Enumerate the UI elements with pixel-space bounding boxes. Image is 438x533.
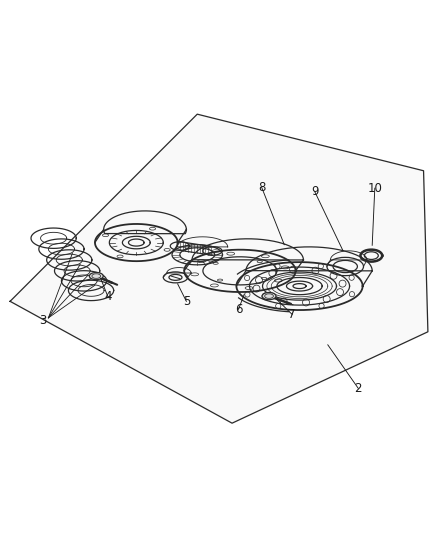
Ellipse shape bbox=[262, 293, 276, 300]
Text: 2: 2 bbox=[354, 382, 362, 395]
Text: 7: 7 bbox=[288, 308, 296, 321]
Text: 3: 3 bbox=[39, 314, 46, 327]
Text: 8: 8 bbox=[258, 181, 265, 194]
Text: 9: 9 bbox=[311, 185, 318, 198]
Text: 4: 4 bbox=[104, 290, 112, 303]
Ellipse shape bbox=[89, 272, 103, 280]
Polygon shape bbox=[10, 114, 428, 423]
Text: 6: 6 bbox=[235, 303, 242, 316]
Text: 5: 5 bbox=[183, 295, 190, 308]
Text: 10: 10 bbox=[367, 182, 382, 195]
